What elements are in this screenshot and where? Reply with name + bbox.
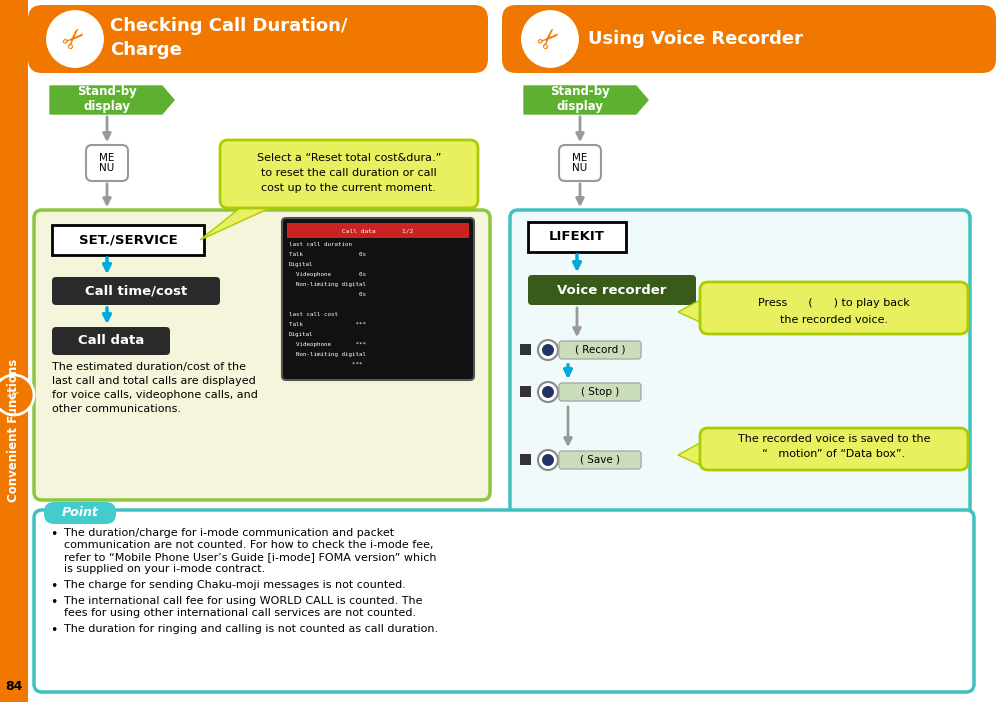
Bar (0, 0, 28, 702)
Bar (520, 386, 531, 397)
Bar (52, 225, 204, 255)
Text: fees for using other international call services are not counted.: fees for using other international call … (64, 608, 415, 618)
Polygon shape (524, 86, 647, 114)
Text: •: • (50, 624, 57, 637)
Text: SET./SERVICE: SET./SERVICE (78, 234, 178, 246)
Text: last call cost: last call cost (289, 312, 338, 317)
Text: is supplied on your i-mode contract.: is supplied on your i-mode contract. (64, 564, 265, 574)
Text: ✂: ✂ (4, 385, 24, 405)
Ellipse shape (44, 8, 106, 70)
FancyBboxPatch shape (86, 145, 127, 181)
FancyBboxPatch shape (28, 5, 487, 73)
Bar (52, 225, 204, 255)
Text: •: • (50, 528, 57, 541)
FancyBboxPatch shape (34, 210, 489, 500)
Text: ✂: ✂ (57, 21, 93, 57)
Circle shape (538, 450, 558, 470)
Text: “   motion” of “Data box”.: “ motion” of “Data box”. (761, 449, 905, 459)
Text: Videophone       ***: Videophone *** (289, 342, 366, 347)
Text: Select a “Reset total cost&dura.”: Select a “Reset total cost&dura.” (257, 153, 440, 163)
Text: LIFEKIT: LIFEKIT (549, 230, 605, 244)
Polygon shape (50, 86, 174, 114)
FancyBboxPatch shape (559, 383, 640, 401)
Circle shape (542, 344, 554, 356)
FancyBboxPatch shape (52, 277, 220, 305)
Circle shape (538, 382, 558, 402)
Text: ( Save ): ( Save ) (580, 455, 620, 465)
Text: Stand-by
display: Stand-by display (77, 85, 136, 113)
Text: last call and total calls are displayed: last call and total calls are displayed (52, 376, 256, 386)
FancyBboxPatch shape (44, 502, 116, 524)
Circle shape (542, 454, 554, 466)
FancyBboxPatch shape (34, 510, 973, 692)
Text: Using Voice Recorder: Using Voice Recorder (588, 30, 802, 48)
Text: ME
NU: ME NU (99, 152, 114, 173)
Circle shape (0, 375, 34, 415)
Text: The duration/charge for i-mode communication and packet: The duration/charge for i-mode communica… (64, 528, 394, 538)
FancyBboxPatch shape (52, 327, 170, 355)
Polygon shape (677, 300, 699, 322)
Polygon shape (200, 208, 270, 240)
Text: refer to “Mobile Phone User’s Guide [i-mode] FOMA version” which: refer to “Mobile Phone User’s Guide [i-m… (64, 552, 436, 562)
Bar (520, 454, 531, 465)
Text: Call data       1/2: Call data 1/2 (342, 228, 413, 234)
Text: Digital: Digital (289, 332, 313, 337)
Text: The international call fee for using WORLD CALL is counted. The: The international call fee for using WOR… (64, 596, 422, 606)
Polygon shape (677, 443, 699, 465)
Text: last call duration: last call duration (289, 242, 352, 247)
Text: Point: Point (61, 507, 98, 519)
Bar (520, 344, 531, 355)
Text: Videophone        0s: Videophone 0s (289, 272, 366, 277)
Text: ME
NU: ME NU (572, 152, 587, 173)
Text: Press      (      ) to play back: Press ( ) to play back (757, 298, 909, 308)
Text: Voice recorder: Voice recorder (557, 284, 666, 296)
Text: The duration for ringing and calling is not counted as call duration.: The duration for ringing and calling is … (64, 624, 437, 634)
Text: Call time/cost: Call time/cost (85, 284, 187, 298)
Text: Convenient Functions: Convenient Functions (7, 359, 20, 502)
Text: 84: 84 (5, 680, 23, 692)
FancyBboxPatch shape (510, 210, 969, 595)
Text: for voice calls, videophone calls, and: for voice calls, videophone calls, and (52, 390, 258, 400)
Text: •: • (50, 580, 57, 593)
Text: other communications.: other communications. (52, 404, 181, 414)
Text: Talk                0s: Talk 0s (289, 252, 366, 257)
Text: Stand-by
display: Stand-by display (550, 85, 609, 113)
Circle shape (538, 340, 558, 360)
Text: Checking Call Duration/: Checking Call Duration/ (110, 17, 347, 35)
Text: •: • (50, 596, 57, 609)
FancyBboxPatch shape (559, 145, 601, 181)
Ellipse shape (519, 8, 581, 70)
FancyBboxPatch shape (528, 275, 695, 305)
Text: ✂: ✂ (532, 21, 568, 57)
Text: ( Stop ): ( Stop ) (581, 387, 619, 397)
FancyBboxPatch shape (282, 218, 473, 380)
Text: 0s: 0s (289, 292, 366, 297)
Text: Charge: Charge (110, 41, 182, 59)
FancyBboxPatch shape (699, 282, 967, 334)
FancyBboxPatch shape (559, 451, 640, 469)
Circle shape (542, 386, 554, 398)
Text: Non-limiting digital: Non-limiting digital (289, 282, 366, 287)
FancyBboxPatch shape (502, 5, 995, 73)
FancyBboxPatch shape (699, 428, 967, 470)
Text: Digital: Digital (289, 262, 313, 267)
FancyBboxPatch shape (559, 341, 640, 359)
Text: Talk               ***: Talk *** (289, 322, 366, 327)
Text: Non-limiting digital: Non-limiting digital (289, 352, 366, 357)
Text: ( Record ): ( Record ) (574, 345, 625, 355)
Text: The estimated duration/cost of the: The estimated duration/cost of the (52, 362, 246, 372)
Text: to reset the call duration or call: to reset the call duration or call (261, 168, 436, 178)
Text: the recorded voice.: the recorded voice. (779, 315, 888, 325)
FancyBboxPatch shape (220, 140, 477, 208)
Text: communication are not counted. For how to check the i-mode fee,: communication are not counted. For how t… (64, 540, 433, 550)
Text: The recorded voice is saved to the: The recorded voice is saved to the (737, 434, 930, 444)
Bar (287, 223, 468, 238)
Text: ***: *** (289, 362, 362, 367)
Text: Call data: Call data (78, 334, 144, 347)
Text: cost up to the current moment.: cost up to the current moment. (261, 183, 436, 193)
Bar (528, 222, 626, 252)
Text: The charge for sending Chaku-moji messages is not counted.: The charge for sending Chaku-moji messag… (64, 580, 405, 590)
